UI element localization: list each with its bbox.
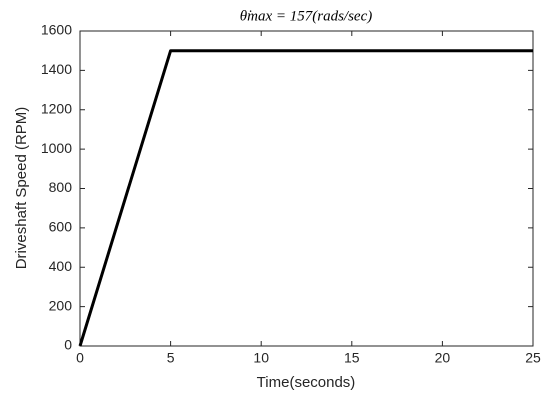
chart-title: θ̇max = 157(rads/sec)	[240, 8, 372, 24]
data-line	[78, 49, 533, 347]
x-tick-label: 10	[253, 350, 269, 366]
y-tick-label: 1000	[41, 140, 72, 156]
x-tick-label: 15	[344, 350, 360, 366]
y-tick-label: 600	[49, 219, 73, 235]
y-tick-label: 1600	[41, 22, 72, 38]
y-tick-label: 800	[49, 179, 73, 195]
x-tick-label: 25	[525, 350, 541, 366]
x-tick-label: 0	[76, 350, 84, 366]
y-tick-label: 1400	[41, 61, 72, 77]
x-axis-label: Time(seconds)	[257, 374, 356, 391]
y-tick-label: 0	[64, 337, 72, 353]
y-axis-label: Driveshaft Speed (RPM)	[13, 107, 30, 270]
y-tick-label: 1200	[41, 100, 72, 116]
x-tick-label: 20	[435, 350, 451, 366]
y-tick-label: 200	[49, 297, 73, 313]
x-tick-label: 5	[167, 350, 175, 366]
y-tick-label: 400	[49, 258, 73, 274]
